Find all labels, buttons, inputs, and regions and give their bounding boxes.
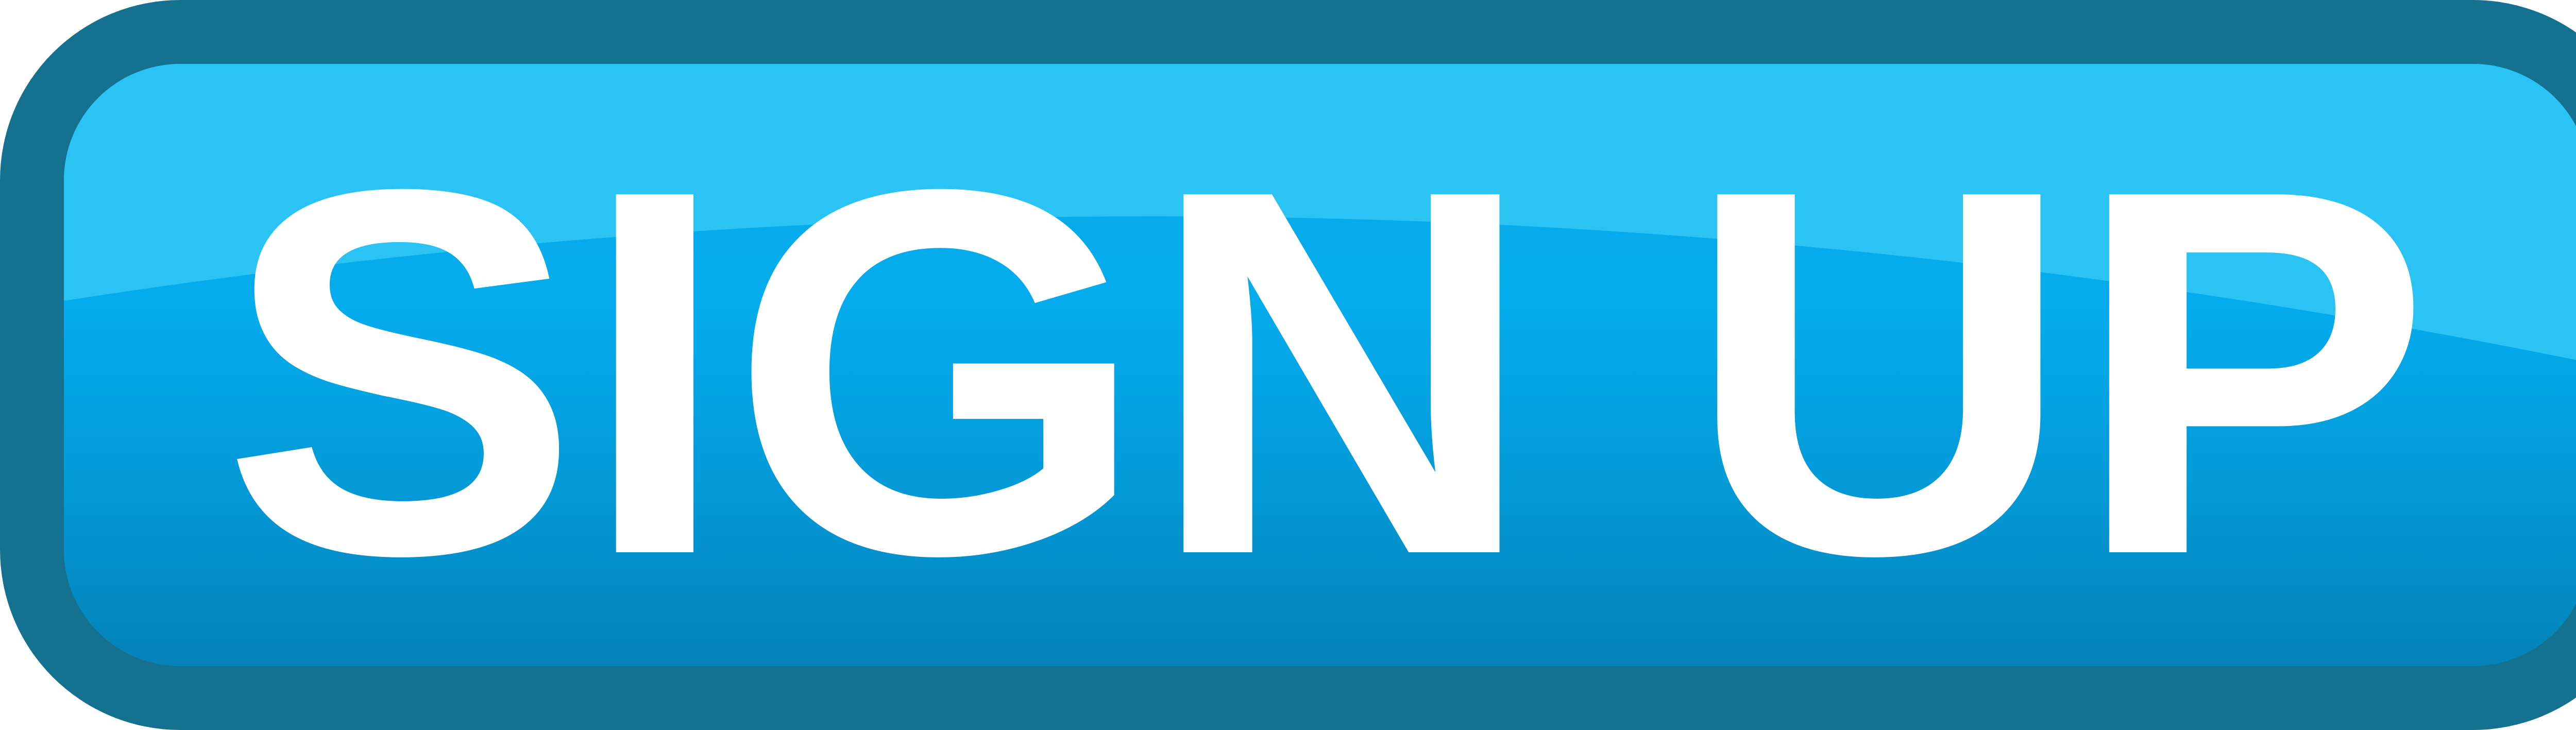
sign-up-label-container: SIGN UP — [222, 82, 2432, 663]
gloss-highlight — [64, 64, 2576, 360]
sign-up-button-face[interactable]: SIGN UP — [64, 64, 2576, 666]
sign-up-label: SIGN UP — [222, 82, 2432, 663]
